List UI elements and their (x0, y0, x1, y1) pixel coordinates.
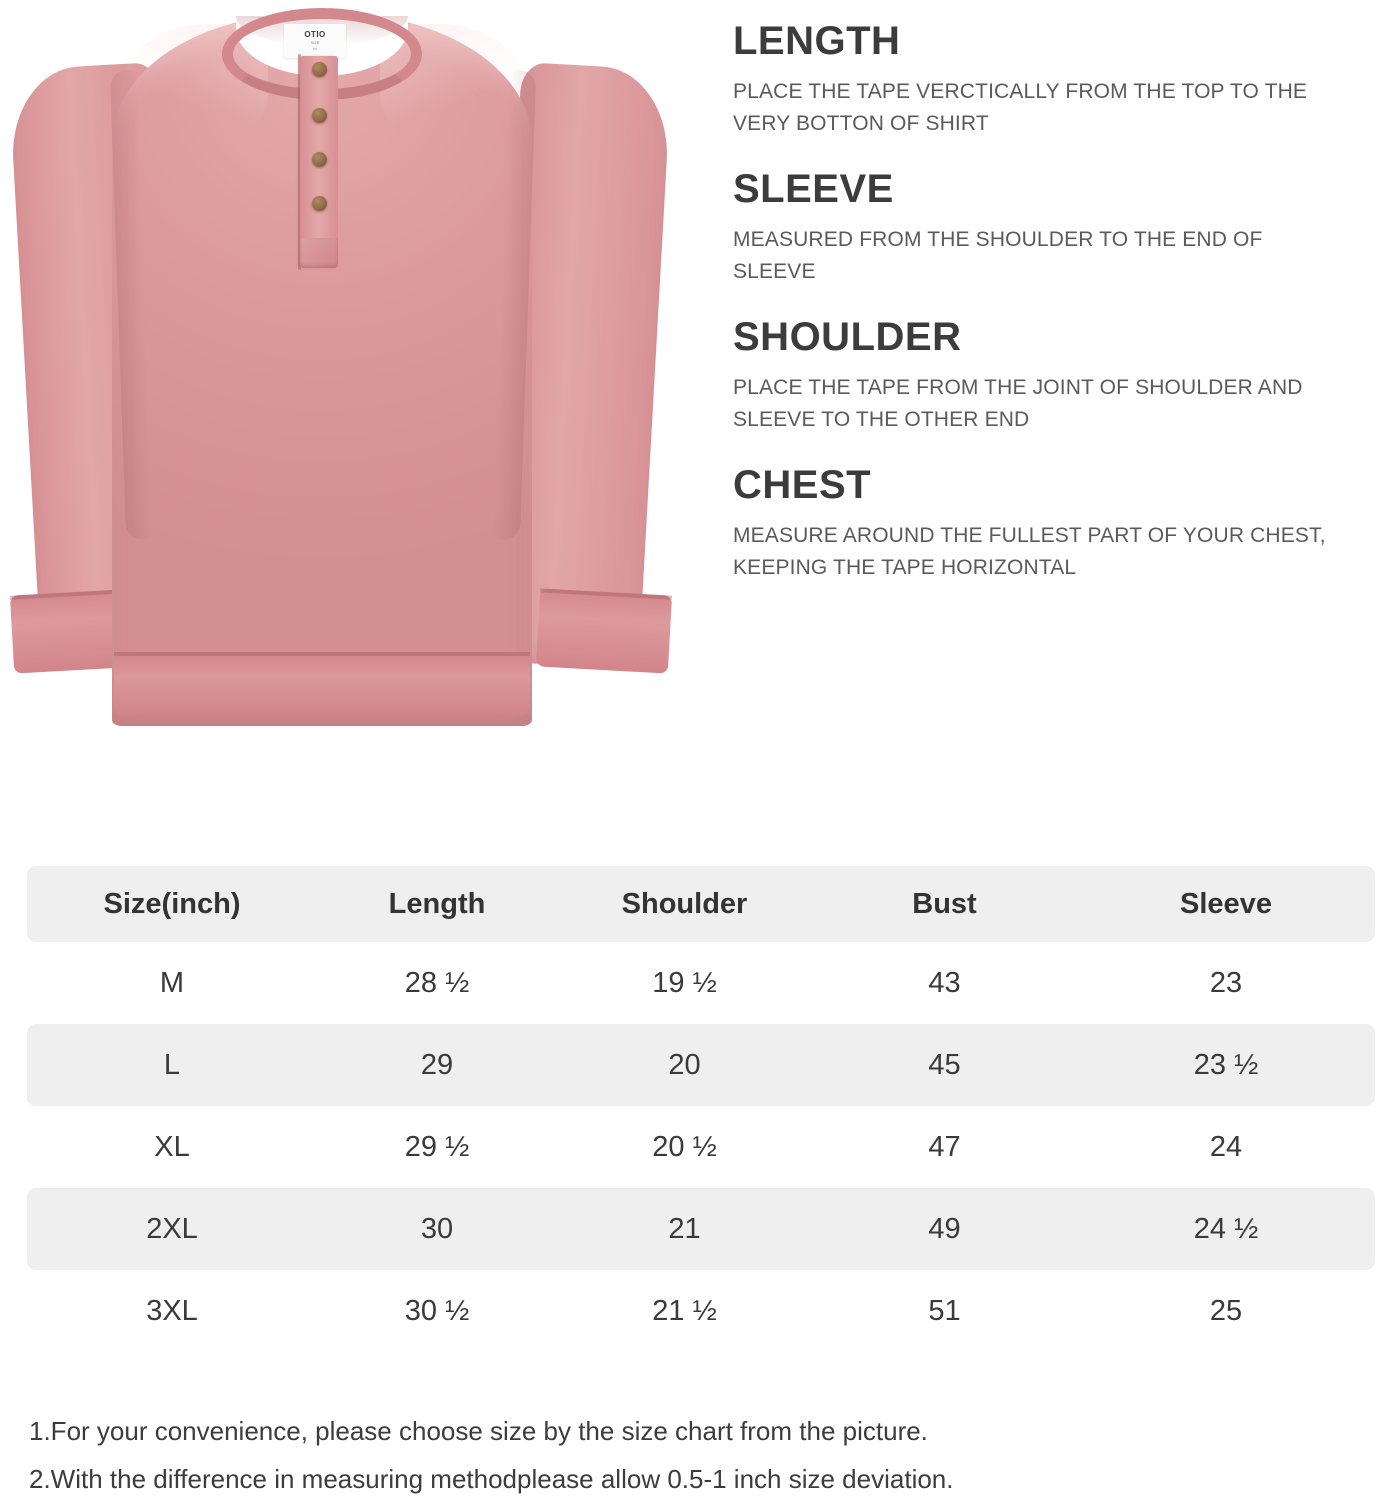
shirt-bottom-hem (114, 652, 530, 716)
cell-length: 29 (420, 1048, 454, 1081)
table-row: 2XL 30 21 49 24 ½ (27, 1188, 1375, 1270)
cell-bust: 51 (928, 1294, 961, 1327)
guide-section-chest: CHEST MEASURE AROUND THE FULLEST PART OF… (733, 463, 1353, 584)
column-header-length: Length (388, 887, 486, 920)
measurement-guide: LENGTH PLACE THE TAPE VERCTICALLY FROM T… (733, 19, 1353, 584)
cell-length: 28 ½ (404, 966, 470, 999)
table-row: L 29 20 45 23 ½ (27, 1024, 1375, 1106)
cell-size: XL (154, 1130, 190, 1163)
cell-length: 30 (420, 1212, 454, 1245)
shirt-right-cuff (535, 588, 673, 674)
cell-sleeve: 24 ½ (1193, 1212, 1259, 1245)
brand-label-text: OTIO (304, 30, 326, 39)
shirt-placket-edge (298, 54, 301, 270)
cell-size: 3XL (146, 1294, 198, 1327)
brand-label-size-line-2: M (313, 46, 317, 51)
guide-description-length: PLACE THE TAPE VERCTICALLY FROM THE TOP … (733, 80, 1308, 136)
footnote-1: 1.For your convenience, please choose si… (29, 1416, 928, 1446)
footnote-2: 2.With the difference in measuring metho… (29, 1464, 954, 1494)
guide-description-shoulder: PLACE THE TAPE FROM THE JOINT OF SHOULDE… (733, 376, 1303, 432)
guide-section-length: LENGTH PLACE THE TAPE VERCTICALLY FROM T… (733, 19, 1353, 140)
guide-section-sleeve: SLEEVE MEASURED FROM THE SHOULDER TO THE… (733, 167, 1353, 288)
cell-shoulder: 21 (668, 1212, 701, 1245)
cell-shoulder: 20 ½ (652, 1130, 717, 1163)
column-header-shoulder: Shoulder (621, 887, 748, 920)
guide-title-sleeve: SLEEVE (733, 167, 894, 211)
product-and-guide-area: OTIO SIZE M LENGTH PLACE THE TAPE VERCTI… (0, 0, 1399, 840)
guide-title-length: LENGTH (733, 19, 901, 63)
column-header-bust: Bust (912, 887, 977, 920)
cell-bust: 49 (928, 1212, 961, 1245)
cell-length: 29 ½ (404, 1130, 470, 1163)
table-row: 3XL 30 ½ 21 ½ 51 25 (27, 1270, 1375, 1352)
guide-description-sleeve: MEASURED FROM THE SHOULDER TO THE END OF… (733, 228, 1263, 284)
cell-length: 30 ½ (404, 1294, 470, 1327)
column-header-size: Size(inch) (103, 887, 241, 920)
shirt-illustration: OTIO SIZE M (0, 0, 700, 740)
column-header-sleeve: Sleeve (1180, 887, 1272, 920)
cell-bust: 43 (928, 966, 961, 999)
cell-sleeve: 25 (1209, 1294, 1243, 1327)
shirt-button-1 (312, 62, 327, 77)
guide-description-chest: MEASURE AROUND THE FULLEST PART OF YOUR … (733, 524, 1326, 580)
cell-sleeve: 24 (1209, 1130, 1243, 1163)
table-header-row: Size(inch) Length Shoulder Bust Sleeve (27, 866, 1375, 942)
cell-size: M (159, 966, 185, 999)
product-image: OTIO SIZE M (0, 0, 700, 740)
guide-title-shoulder: SHOULDER (733, 315, 962, 359)
table-row: M 28 ½ 19 ½ 43 23 (27, 942, 1375, 1024)
cell-shoulder: 20 (668, 1048, 701, 1081)
shirt-button-2 (312, 108, 327, 123)
brand-label-size-line-1: SIZE (310, 40, 320, 45)
guide-section-shoulder: SHOULDER PLACE THE TAPE FROM THE JOINT O… (733, 315, 1353, 436)
guide-title-chest: CHEST (733, 463, 872, 507)
shirt-placket-tip (300, 238, 338, 268)
cell-sleeve: 23 ½ (1193, 1048, 1259, 1081)
cell-sleeve: 23 (1209, 966, 1243, 999)
cell-shoulder: 21 ½ (652, 1294, 717, 1327)
footnotes: 1.For your convenience, please choose si… (29, 1418, 1369, 1492)
cell-shoulder: 19 ½ (652, 966, 717, 999)
shirt-button-3 (312, 152, 327, 167)
brand-label: OTIO SIZE M (284, 24, 346, 58)
cell-size: 2XL (146, 1212, 198, 1245)
cell-size: L (163, 1048, 181, 1081)
cell-bust: 45 (928, 1048, 961, 1081)
size-chart-table: Size(inch) Length Shoulder Bust Sleeve M… (27, 866, 1375, 1352)
cell-bust: 47 (928, 1130, 961, 1163)
table-row: XL 29 ½ 20 ½ 47 24 (27, 1106, 1375, 1188)
shirt-button-4 (312, 196, 327, 211)
